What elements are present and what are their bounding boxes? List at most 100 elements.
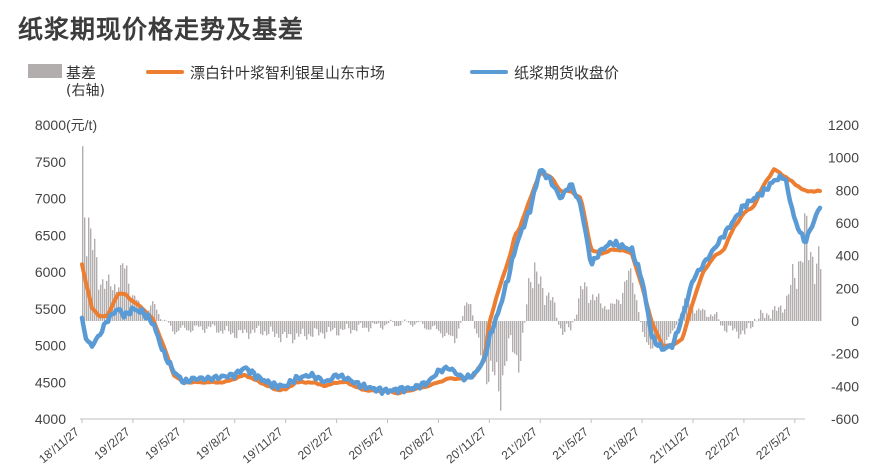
basis-bar [160,319,162,321]
basis-bar [622,292,624,321]
right-tick-label: -200 [831,346,859,362]
basis-bar [536,271,538,321]
basis-bar [778,307,780,321]
basis-bar [268,321,270,334]
basis-bar [470,304,472,321]
x-tick-label: 20'/2/27 [295,424,337,462]
basis-bar [110,286,112,321]
basis-bar [128,283,130,321]
basis-bar [770,318,772,321]
basis-bar [768,315,770,321]
basis-bar [162,320,164,322]
basis-bar [480,321,482,356]
basis-bar [618,300,620,321]
basis-bar [730,321,732,326]
legend-label-spot: 漂白针叶浆智利银星山东市场 [190,64,386,82]
basis-bar [758,318,760,321]
basis-bar [696,310,698,321]
x-tick-label: 21'/5/27 [550,424,592,462]
basis-bar [816,263,818,321]
basis-bar [704,310,706,321]
basis-bar [348,321,350,329]
basis-bar [258,321,260,326]
basis-bar [780,305,782,321]
basis-bar [478,321,480,338]
basis-bar [458,321,460,329]
basis-bar [354,321,356,331]
basis-bar [370,321,372,329]
basis-bar [818,246,820,321]
basis-bar [692,309,694,321]
basis-bar [390,319,392,321]
basis-bar [358,321,360,325]
basis-bar [558,321,560,325]
basis-bar [660,321,662,341]
basis-bar [252,321,254,330]
legend-item-basis[interactable]: 基差 (右轴) [28,62,105,99]
basis-bar [198,321,200,327]
basis-bar [290,321,292,335]
basis-bar [472,315,474,321]
legend-item-futures[interactable]: 纸浆期货收盘价 [470,62,619,83]
basis-bar [788,294,790,321]
basis-bar [382,321,384,330]
basis-bar [742,321,744,331]
basis-bar [640,321,642,323]
legend-label-futures: 纸浆期货收盘价 [514,64,620,82]
basis-bar [334,321,336,329]
basis-bar [808,260,810,321]
basis-bar [522,321,524,333]
basis-bar [440,321,442,334]
basis-bar [142,313,144,321]
basis-bar [192,321,194,331]
basis-bar [598,293,600,321]
basis-bar [328,321,330,327]
basis-bar [710,314,712,321]
basis-bar [170,321,172,326]
basis-bar [96,257,98,321]
basis-bar [520,321,522,361]
basis-bar [176,321,178,333]
basis-bar [232,321,234,333]
basis-bar [548,292,550,321]
basis-bar [616,299,618,321]
basis-bar [566,321,568,324]
basis-bar [740,321,742,335]
basis-bar [262,321,264,336]
x-tick-label: 21'/8/27 [601,424,643,462]
right-tick-label: -400 [831,378,859,394]
basis-bar [296,321,298,334]
basis-bar [580,286,582,321]
basis-bar [504,321,506,366]
basis-bar [668,321,670,337]
basis-bar [786,295,788,321]
basis-bar [628,270,630,321]
basis-bar [394,321,396,327]
basis-bar [534,262,536,321]
legend-item-spot[interactable]: 漂白针叶浆智利银星山东市场 [146,62,385,83]
basis-bar [298,321,300,337]
basis-bar [448,321,450,335]
basis-bar [666,321,668,341]
basis-bar [402,321,404,322]
basis-bar [414,321,416,325]
basis-bar [164,319,166,321]
basis-bar [300,321,302,334]
basis-bar [332,321,334,330]
basis-bar [174,321,176,335]
right-tick-label: -600 [831,411,859,427]
basis-bar [672,321,674,331]
basis-bar [428,321,430,330]
basis-bar [592,294,594,321]
basis-bar [408,321,410,323]
basis-bar [662,321,664,345]
basis-bar [380,321,382,328]
basis-bar [576,314,578,321]
basis-bar [326,321,328,333]
basis-bar [610,303,612,321]
basis-bar [814,284,816,321]
basis-bar [540,276,542,321]
basis-bar [316,321,318,330]
basis-bar [214,321,216,326]
basis-bar [474,321,476,329]
